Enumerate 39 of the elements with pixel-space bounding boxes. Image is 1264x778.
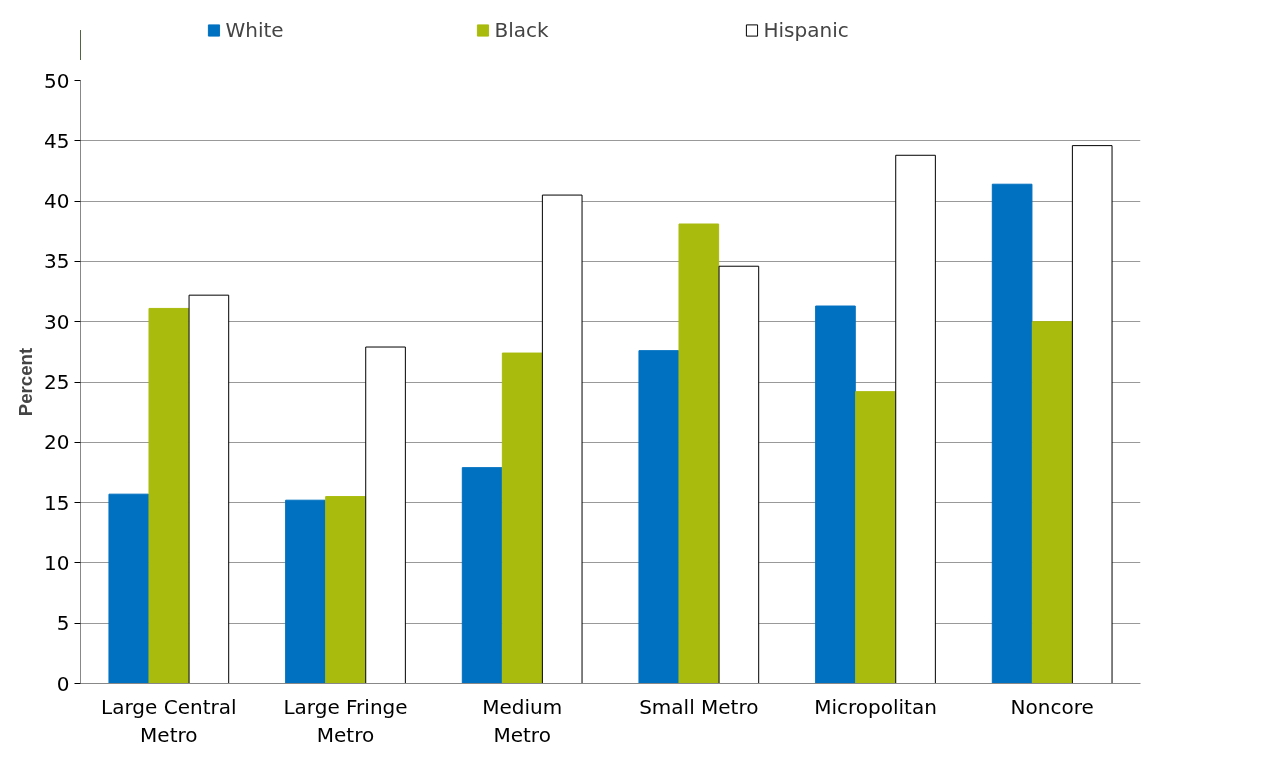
- y-tick-label: 40: [44, 189, 70, 214]
- y-tick-label: 10: [44, 550, 70, 575]
- x-tick-label: Large Fringe Metro: [283, 694, 408, 748]
- y-tick-label: 50: [44, 68, 70, 93]
- y-tick-label: 0: [56, 671, 70, 696]
- bar: [285, 499, 326, 684]
- bar: [325, 496, 366, 684]
- legend-label: White: [225, 18, 285, 42]
- bar: [815, 305, 856, 684]
- y-axis-title: Percent: [15, 347, 37, 417]
- x-tick-label: Noncore: [1010, 694, 1094, 719]
- y-tick-label: 5: [56, 611, 70, 636]
- y-tick-label: 25: [44, 370, 70, 394]
- x-tick-label: Large Central Metro: [101, 694, 237, 748]
- bar: [1071, 145, 1113, 684]
- bar: [638, 350, 680, 684]
- bar: [895, 154, 936, 684]
- y-tick-label: 15: [44, 490, 70, 515]
- bar: [855, 391, 896, 684]
- bar: [148, 307, 190, 684]
- bar: [541, 194, 583, 684]
- bar: [188, 294, 230, 684]
- y-tick-label: 35: [44, 249, 70, 274]
- y-tick-label: 30: [44, 309, 70, 334]
- bar: [678, 223, 720, 684]
- y-tick-label: 20: [44, 430, 70, 455]
- x-tick-label: Medium Metro: [482, 694, 563, 748]
- y-tick-label: 45: [44, 128, 70, 153]
- bar: [718, 265, 760, 684]
- bar: [461, 467, 503, 684]
- bar: [991, 183, 1033, 684]
- bar: [1031, 321, 1073, 684]
- legend-label: Hispanic: [763, 18, 850, 42]
- legend-label: Black: [494, 18, 550, 42]
- x-tick-label: Micropolitan: [814, 694, 937, 719]
- bar: [365, 346, 406, 684]
- bar: [501, 352, 543, 684]
- x-tick-label: Small Metro: [639, 694, 759, 719]
- bar: [108, 493, 150, 684]
